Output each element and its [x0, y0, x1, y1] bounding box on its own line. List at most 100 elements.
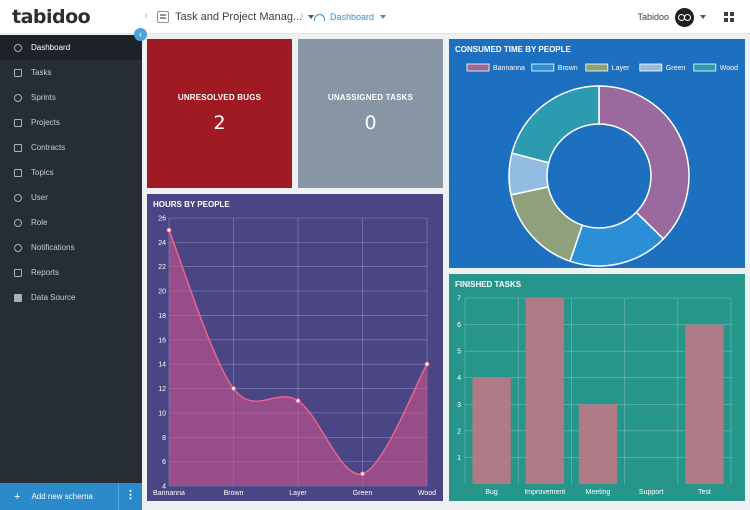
tile-title: CONSUMED TIME BY PEOPLE	[455, 45, 571, 54]
sidebar-item-label: Sprints	[31, 93, 56, 102]
unassigned-tasks-tile[interactable]: UNASSIGNED TASKS 0	[298, 39, 443, 188]
plus-icon: +	[14, 490, 21, 503]
add-new-schema-button[interactable]: + Add new schema ⋮	[0, 483, 142, 510]
sidebar-item-label: Data Source	[31, 293, 76, 302]
sidebar-item-contracts[interactable]: Contracts	[0, 135, 142, 160]
sidebar-item-sprints[interactable]: Sprints	[0, 85, 142, 110]
user-name: Tabidoo	[637, 12, 669, 22]
consumed-time-tile: CONSUMED TIME BY PEOPLE Bannanna Brown Lay…	[449, 39, 745, 268]
y-tick-label: 14	[158, 362, 166, 369]
legend-swatch	[693, 63, 717, 72]
breadcrumb-separator-icon: ›	[300, 10, 304, 22]
donut-slice-bannanna	[598, 85, 690, 240]
finished-tasks-tile: FINISHED TASKS 1 2 3 4 5 6 7 Bug Improvement Meet…	[449, 274, 745, 501]
legend-swatch	[639, 63, 663, 72]
tile-title: HOURS BY PEOPLE	[153, 200, 230, 209]
donut-slice-wood	[511, 85, 600, 164]
data-point	[295, 398, 301, 404]
x-tick-label: Test	[698, 489, 711, 496]
data-point	[360, 471, 365, 477]
data-point	[231, 386, 236, 392]
sidebar-item-label: Dashboard	[31, 43, 71, 52]
bar-meeting	[578, 404, 618, 484]
sidebar-item-reports[interactable]: Reports	[0, 260, 142, 285]
breadcrumb-separator-icon: ›	[144, 10, 148, 22]
data-point	[166, 227, 172, 233]
legend-swatch	[585, 63, 609, 72]
legend-swatch	[531, 63, 555, 72]
x-tick-label: Support	[639, 489, 664, 496]
unresolved-bugs-tile[interactable]: UNRESOLVED BUGS 2	[147, 39, 292, 188]
bar-test	[685, 324, 724, 484]
tabidoo-logo[interactable]: tabidoo	[12, 6, 91, 28]
sidebar-item-user[interactable]: User	[0, 185, 142, 210]
sidebar-item-role[interactable]: Role	[0, 210, 142, 235]
y-tick-label: 12	[158, 386, 166, 393]
sidebar-item-label: Tasks	[31, 68, 52, 77]
bar-improvement	[525, 298, 564, 484]
kpi-label: UNASSIGNED TASKS	[327, 93, 414, 102]
app-icon	[157, 11, 169, 23]
x-tick-label: Bug	[485, 489, 498, 496]
tile-title: FINISHED TASKS	[455, 280, 522, 289]
legend-label: Layer	[612, 65, 630, 72]
finished-tasks-chart: 1 2 3 4 5 6 7 Bug Improvement Meeting Support Test	[457, 296, 732, 496]
x-tick-label: Green	[353, 490, 373, 497]
run-icon	[14, 93, 22, 102]
y-tick-label: 5	[457, 349, 461, 356]
app-selector[interactable]: Task and Project Manag...	[157, 8, 315, 26]
sidebar-item-dashboard[interactable]: Dashboard	[0, 35, 142, 60]
more-options-icon[interactable]: ⋮	[118, 483, 142, 510]
sidebar-item-label: Reports	[31, 268, 60, 277]
x-tick-label: Layer	[289, 490, 307, 497]
consumed-time-chart: Bannanna Brown Layer Green Wood	[466, 63, 738, 267]
sidebar-item-data-source[interactable]: Data Source	[0, 285, 142, 310]
y-tick-label: 1	[457, 455, 461, 462]
sidebar-item-label: Projects	[31, 118, 60, 127]
sidebar-item-notifications[interactable]: Notifications	[0, 235, 142, 260]
chevron-down-icon	[380, 15, 387, 19]
hours-by-people-tile: HOURS BY PEOPLE 4 6 8 10 12 14 16 18 20 22 24 26 Ban…	[147, 194, 443, 501]
gauge-icon	[314, 13, 325, 21]
y-tick-label: 26	[158, 216, 166, 223]
y-tick-label: 10	[158, 410, 166, 417]
collapse-sidebar-icon[interactable]: ‹	[134, 28, 147, 41]
kpi-value: 0	[364, 112, 377, 134]
list-icon	[14, 168, 22, 177]
sidebar-item-tasks[interactable]: Tasks	[0, 60, 142, 85]
y-tick-label: 16	[158, 337, 166, 344]
legend-label: Green	[666, 65, 686, 72]
y-tick-label: 7	[457, 296, 461, 303]
bar-bug	[472, 377, 511, 484]
legend-label: Bannanna	[493, 65, 525, 72]
x-tick-label: Bannanna	[153, 490, 185, 497]
user-menu[interactable]: Tabidoo	[637, 7, 706, 27]
x-tick-label: Wood	[418, 490, 436, 497]
y-tick-label: 6	[457, 322, 461, 329]
y-tick-label: 24	[158, 240, 166, 247]
y-tick-label: 4	[162, 484, 166, 491]
x-tick-label: Meeting	[586, 489, 611, 496]
sidebar-item-topics[interactable]: Topics	[0, 160, 142, 185]
sidebar-item-label: Contracts	[31, 143, 66, 152]
app-name: Task and Project Manag...	[175, 11, 303, 23]
hours-by-people-chart: 4 6 8 10 12 14 16 18 20 22 24 26 Bannanna Brown Layer G…	[153, 216, 436, 498]
apps-grid-icon[interactable]	[724, 12, 734, 22]
legend-label: Brown	[558, 65, 578, 72]
area-fill	[169, 230, 427, 486]
document-icon	[14, 68, 22, 77]
folder-icon	[14, 118, 22, 127]
dashboard-selector[interactable]: Dashboard	[314, 8, 387, 26]
kpi-value: 2	[213, 112, 226, 134]
sidebar-item-label: Topics	[31, 168, 54, 177]
donut-slice-layer	[510, 186, 584, 263]
legend-label: Wood	[720, 65, 738, 72]
eye-icon	[14, 243, 22, 252]
y-tick-label: 4	[457, 375, 461, 382]
top-bar: tabidoo › Task and Project Manag... › Da…	[0, 0, 750, 34]
y-tick-label: 8	[162, 435, 166, 442]
database-icon	[14, 293, 22, 302]
chevron-down-icon	[700, 15, 706, 19]
x-tick-label: Improvement	[524, 489, 565, 496]
sidebar-item-projects[interactable]: Projects	[0, 110, 142, 135]
